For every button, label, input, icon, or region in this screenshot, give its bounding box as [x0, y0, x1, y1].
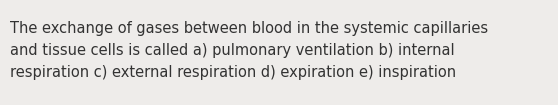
Text: The exchange of gases between blood in the systemic capillaries
and tissue cells: The exchange of gases between blood in t… [10, 21, 488, 79]
